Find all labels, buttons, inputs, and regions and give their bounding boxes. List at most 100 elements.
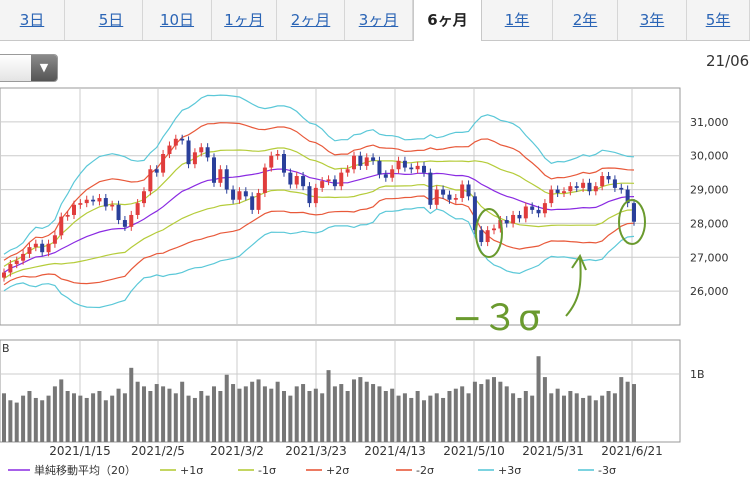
volume-bar: [568, 391, 573, 442]
band-plus2-sigma: [3, 122, 635, 261]
candle-body: [269, 155, 274, 168]
volume-bar: [466, 393, 471, 442]
volume-bar: [59, 379, 64, 442]
tab-4[interactable]: 1ヶ月: [212, 0, 277, 40]
candle-body: [46, 243, 51, 253]
legend-label: -3σ: [598, 464, 616, 477]
candle-body: [180, 138, 185, 141]
volume-bar: [549, 393, 554, 442]
candle-body: [383, 174, 388, 178]
volume-bar: [383, 391, 388, 442]
volume-bar: [199, 391, 204, 442]
volume-bar: [600, 395, 605, 442]
volume-bar: [282, 391, 286, 442]
volume-bar: [142, 386, 146, 442]
volume-bar: [619, 377, 624, 442]
volume-bar: [27, 391, 32, 442]
tab-5[interactable]: 2ヶ月: [277, 0, 345, 40]
candle-body: [441, 189, 446, 195]
volume-bar: [434, 393, 439, 442]
volume-bar: [167, 388, 172, 442]
candle-body: [339, 172, 344, 187]
candle-body: [262, 167, 267, 193]
candle-body: [218, 169, 223, 183]
candle-body: [135, 203, 140, 215]
volume-bar: [492, 377, 496, 442]
volume-bar: [339, 384, 344, 442]
candle-body: [492, 228, 496, 231]
band-minus1-sigma: [3, 183, 635, 280]
candle-body: [97, 198, 102, 202]
volume-bar: [301, 384, 306, 442]
legend-label: -1σ: [258, 464, 276, 477]
volume-bar: [192, 397, 197, 442]
volume-bar: [409, 397, 414, 442]
volume-bar: [581, 397, 586, 442]
candle-body: [415, 165, 420, 170]
candle-body: [434, 189, 439, 205]
candle-body: [536, 209, 541, 214]
tab-1[interactable]: 3日: [0, 0, 65, 40]
candle-body: [428, 172, 433, 205]
candle-body: [186, 140, 191, 165]
volume-bar: [129, 367, 134, 442]
volume-bar: [345, 391, 350, 442]
volume-bar: [555, 388, 560, 442]
candle-body: [110, 204, 115, 207]
tab-3[interactable]: 10日: [143, 0, 212, 40]
volume-bar: [262, 386, 267, 442]
volume-bar: [21, 395, 26, 442]
candle-body: [574, 186, 579, 188]
volume-bar: [441, 397, 446, 442]
tab-6[interactable]: 3ヶ月: [345, 0, 413, 40]
volume-bar: [173, 393, 178, 442]
candle-body: [256, 192, 261, 210]
tab-2[interactable]: 5日: [80, 0, 143, 40]
candle-body: [72, 204, 76, 215]
candle-body: [587, 182, 592, 192]
candle-body: [549, 189, 554, 204]
volume-bar: [205, 395, 210, 442]
volume-bar: [536, 356, 541, 442]
candle-body: [358, 155, 363, 166]
tab-7[interactable]: 6ヶ月: [413, 0, 482, 41]
tab-10[interactable]: 3年: [618, 0, 687, 40]
candle-body: [14, 260, 19, 265]
volume-bar: [358, 377, 363, 442]
candle-body: [632, 203, 636, 222]
candle-body: [237, 191, 242, 200]
candle-body: [313, 187, 318, 204]
volume-bar: [460, 386, 465, 442]
candle-body: [511, 214, 516, 224]
candle-body: [466, 184, 471, 197]
candle-body: [581, 182, 586, 188]
candle-body: [606, 176, 611, 180]
candle-body: [472, 196, 477, 231]
volume-bar: [428, 395, 433, 442]
volume-bar: [103, 400, 108, 442]
candle-body: [600, 176, 605, 187]
candle-body: [8, 264, 13, 273]
candle-body: [326, 179, 331, 182]
volume-bar: [243, 386, 248, 442]
band-minus2-sigma: [3, 195, 635, 286]
volume-bar: [288, 395, 293, 442]
volume-bar: [523, 391, 528, 442]
volume-bar: [396, 395, 401, 442]
chart-type-dropdown[interactable]: ▼: [0, 54, 58, 82]
candle-body: [625, 189, 630, 204]
candle-body: [460, 184, 465, 199]
volume-bar: [320, 393, 325, 442]
volume-bar: [218, 391, 223, 442]
candle-body: [78, 203, 83, 205]
volume-bar: [256, 379, 261, 442]
tab-8[interactable]: 1年: [482, 0, 553, 40]
volume-bar: [161, 386, 166, 442]
volume-bar: [154, 384, 159, 442]
volume-bar: [453, 388, 458, 442]
volume-bar: [562, 395, 566, 442]
candle-body: [40, 243, 45, 253]
tab-9[interactable]: 2年: [553, 0, 618, 40]
volume-bar: [78, 395, 83, 442]
volume-bar: [517, 397, 522, 442]
